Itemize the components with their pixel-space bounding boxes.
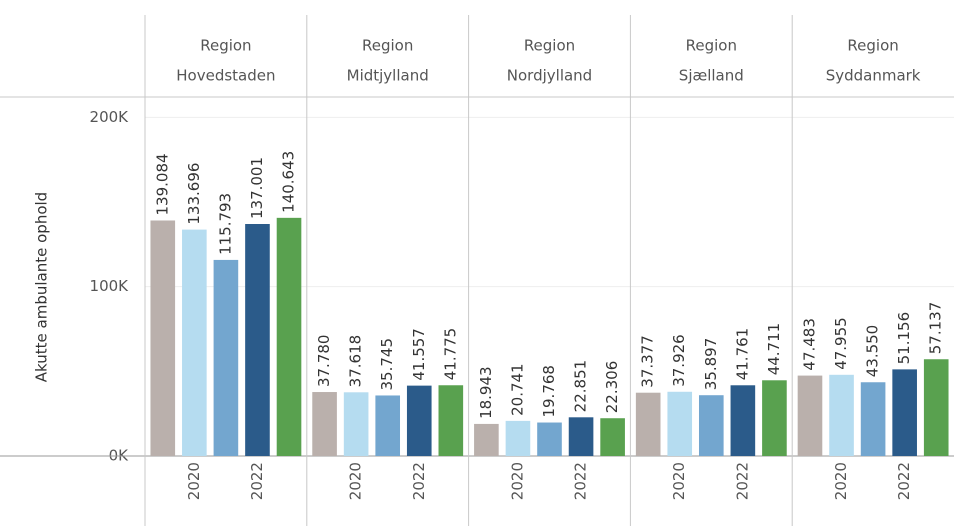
value-label: 47.955 (832, 317, 850, 370)
panel-header: Region (686, 37, 737, 55)
bar (150, 220, 176, 456)
value-label: 115.793 (216, 193, 234, 255)
value-label: 140.643 (280, 151, 298, 213)
bar (568, 417, 594, 456)
value-label: 37.780 (315, 335, 333, 388)
y-axis-label: Akutte ambulante ophold (33, 192, 51, 382)
value-label: 47.483 (800, 318, 818, 371)
x-tick-label: 2020 (508, 462, 526, 500)
panel-header: Sjælland (679, 67, 744, 85)
bar (438, 385, 464, 456)
bar (730, 385, 756, 456)
panel-header: Region (524, 37, 575, 55)
value-label: 44.711 (765, 323, 783, 376)
value-label: 20.741 (508, 363, 526, 416)
x-tick-label: 2022 (895, 462, 913, 500)
bar (860, 382, 886, 456)
x-tick-label: 2022 (410, 462, 428, 500)
value-label: 37.377 (639, 335, 657, 388)
bar (276, 217, 302, 456)
value-label: 133.696 (185, 163, 203, 225)
value-label: 57.137 (927, 302, 945, 355)
bar (182, 229, 207, 456)
bar (474, 423, 499, 456)
bar (213, 259, 239, 456)
panel-header: Region (847, 37, 898, 55)
value-label: 18.943 (477, 366, 495, 419)
value-label: 35.745 (378, 338, 396, 391)
bar (635, 392, 661, 456)
bar (762, 380, 787, 456)
value-label: 37.926 (670, 334, 688, 387)
value-label: 41.557 (410, 328, 428, 381)
bar (892, 369, 917, 456)
panel-header: Region (200, 37, 251, 55)
value-label: 51.156 (895, 312, 913, 365)
bar (505, 420, 531, 456)
x-tick-label: 2020 (670, 462, 688, 500)
value-label: 22.306 (603, 361, 621, 414)
x-tick-label: 2022 (733, 462, 751, 500)
bar (667, 391, 693, 456)
panel-header: Nordjylland (507, 67, 592, 85)
bar (797, 375, 823, 456)
bar (600, 418, 625, 456)
value-label: 41.761 (733, 328, 751, 381)
panel-header: Hovedstaden (176, 67, 275, 85)
panel-header: Syddanmark (826, 67, 921, 85)
x-tick-label: 2020 (185, 462, 203, 500)
value-label: 41.775 (441, 328, 459, 381)
bar (537, 422, 562, 456)
x-tick-label: 2022 (248, 462, 266, 500)
bar (312, 392, 337, 456)
bar (245, 224, 270, 456)
value-label: 22.851 (572, 360, 590, 413)
y-tick-label: 100K (90, 277, 130, 295)
bar (698, 395, 724, 456)
bar (375, 395, 401, 456)
bar (923, 359, 949, 456)
value-label: 43.550 (864, 325, 882, 378)
x-tick-label: 2020 (347, 462, 365, 500)
bar (406, 385, 432, 456)
y-tick-label: 200K (90, 108, 130, 126)
x-tick-label: 2022 (572, 462, 590, 500)
x-tick-label: 2020 (832, 462, 850, 500)
value-label: 139.084 (153, 153, 171, 215)
panel-header: Midtjylland (347, 67, 429, 85)
value-label: 35.897 (702, 338, 720, 391)
value-label: 137.001 (248, 157, 266, 219)
value-label: 19.768 (540, 365, 558, 418)
panel-header: Region (362, 37, 413, 55)
bar (343, 392, 369, 456)
value-label: 37.618 (347, 335, 365, 388)
bar (829, 374, 854, 456)
